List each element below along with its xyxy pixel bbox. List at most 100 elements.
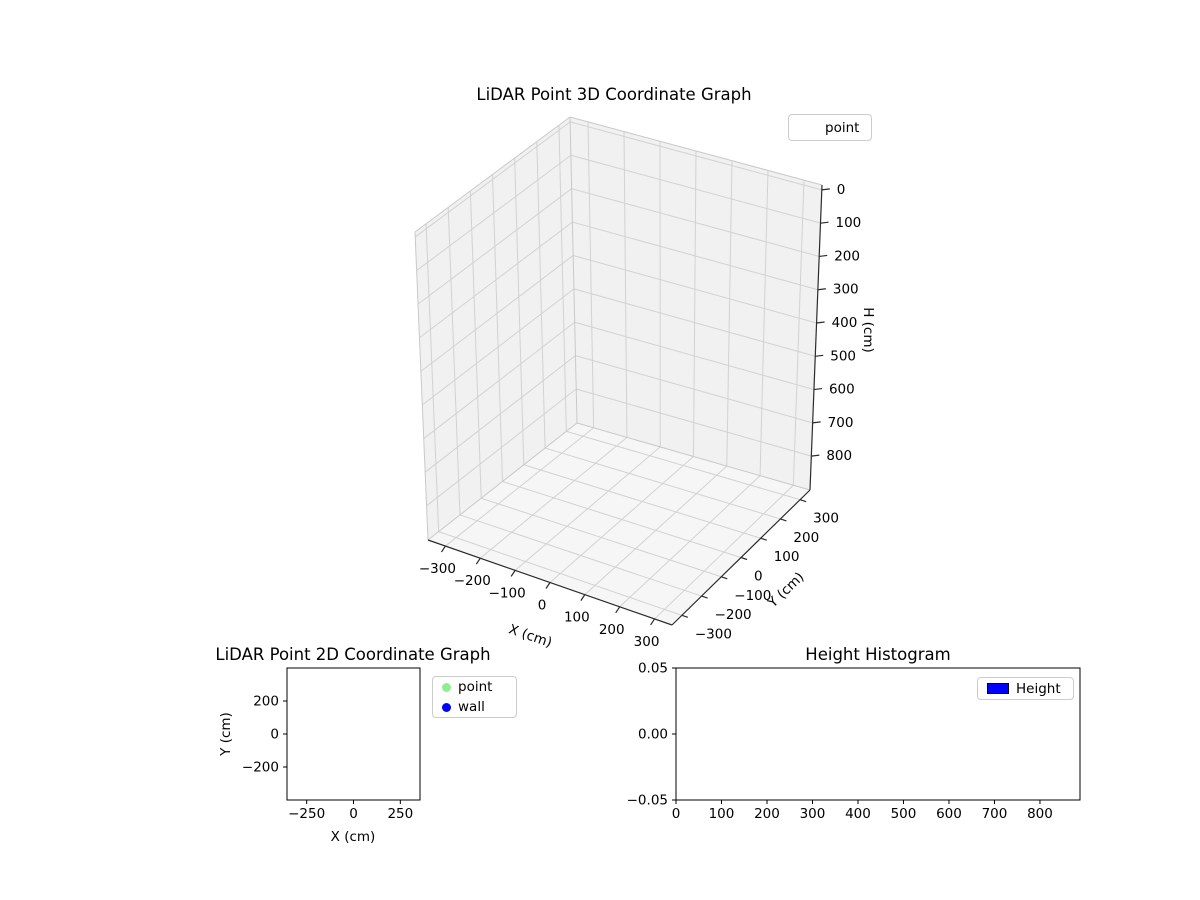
grid-line-z	[573, 288, 816, 357]
y-tick-label: 0.05	[638, 661, 668, 677]
plot3d-legend: point	[788, 114, 872, 141]
z-tick-mark	[817, 288, 826, 291]
x-tick-label: −250	[288, 806, 325, 822]
height-bar-marker-icon	[987, 683, 1009, 694]
x-tick-label: 0	[538, 598, 547, 614]
pane-edge	[569, 116, 823, 186]
y-tick-label: −200	[242, 760, 279, 776]
y-tick-label: −100	[734, 588, 771, 604]
grid-line-z	[417, 188, 572, 305]
x-tick-label: 300	[634, 634, 660, 650]
pane-edge	[414, 231, 429, 541]
grid-line-z	[573, 254, 817, 324]
z-tick-label: 200	[834, 248, 860, 264]
y-tick-mark	[681, 614, 689, 618]
grid-line-x	[587, 121, 595, 428]
histogram-title: Height Histogram	[805, 645, 950, 664]
y-tick-mark	[780, 518, 787, 522]
y-tick-mark	[701, 595, 708, 599]
plot2d-legend: point wall	[432, 676, 517, 718]
x-tick-mark	[510, 570, 516, 577]
z-tick-label: 300	[833, 282, 859, 298]
y-tick-label: 0.00	[638, 727, 668, 743]
x-tick-label: 400	[845, 806, 871, 822]
legend-label: point	[458, 679, 493, 695]
z-tick-label: 500	[830, 348, 856, 364]
x-tick-mark	[615, 606, 621, 614]
z-tick-label: 0	[837, 182, 846, 198]
y-tick-label: 300	[813, 511, 839, 527]
pane-edge	[427, 422, 578, 541]
legend-entry-point: point	[789, 118, 871, 138]
pane-edge	[569, 116, 578, 424]
x-tick-label: −300	[419, 561, 456, 577]
plot3d-grid	[414, 121, 822, 620]
plot3d-ticks: −300−200−10001002003003002001000−100−200…	[419, 182, 861, 650]
grid-line-x	[792, 180, 805, 486]
z-tick-mark	[812, 421, 821, 424]
legend-label: point	[825, 119, 860, 136]
grid-line-y	[558, 125, 567, 432]
plot3d-zlabel: H (cm)	[860, 307, 876, 353]
y-tick-label: 200	[253, 694, 279, 710]
grid-line-y	[459, 514, 702, 597]
z-tick-mark	[813, 387, 823, 391]
x-tick-label: 500	[891, 806, 917, 822]
grid-line-z	[416, 154, 572, 271]
x-tick-mark	[545, 582, 551, 589]
grid-line-z	[574, 321, 815, 391]
grid-line-x	[759, 170, 769, 476]
x-tick-label: 700	[982, 806, 1008, 822]
grid-line-z	[423, 321, 576, 439]
grid-line-z	[424, 355, 576, 473]
grid-line-z	[572, 221, 819, 291]
grid-line-z	[421, 288, 575, 406]
plot3d-axes: −300−200−10001002003003002001000−100−200…	[414, 85, 876, 651]
grid-line-y	[438, 531, 683, 616]
y-tick-mark	[760, 537, 767, 541]
pane-edge	[576, 422, 811, 491]
point-marker-icon	[442, 682, 451, 692]
grid-line-x	[726, 160, 733, 467]
plot2d-frame	[286, 667, 421, 801]
x-tick-label: −100	[489, 585, 526, 601]
legend-label: wall	[458, 699, 485, 715]
legend-entry-height: Height	[978, 679, 1073, 699]
grid-line-z	[570, 154, 821, 224]
legend-entry-point: point	[433, 677, 516, 697]
grid-line-y	[492, 174, 503, 482]
y-tick-label: −0.05	[627, 793, 668, 809]
pane-right-wall	[570, 117, 822, 490]
grid-line-z	[419, 221, 573, 339]
grid-line-z	[576, 388, 812, 457]
z-tick-mark	[819, 254, 828, 258]
legend-entry-wall: wall	[433, 697, 516, 717]
plot2d-axes: −250 0 250 200 0 −200 LiDAR Point 2D Coordina…	[215, 645, 490, 845]
x-tick-label: 200	[754, 806, 780, 822]
x-tick-label: 0	[672, 806, 681, 822]
grid-line-z	[420, 255, 574, 372]
histogram-axes: 0 100 200 300 400 500 600 700 800 0.05 0.00 −0.05 H…	[627, 645, 1081, 822]
x-tick-label: 800	[1027, 806, 1053, 822]
x-tick-label: 300	[800, 806, 826, 822]
x-tick-mark	[650, 618, 656, 626]
z-tick-label: 400	[832, 315, 858, 331]
wall-marker-icon	[442, 702, 451, 712]
grid-line-x	[693, 150, 697, 457]
x-tick-label: 250	[387, 806, 413, 822]
grid-line-y	[502, 481, 742, 558]
x-tick-label: 0	[349, 806, 358, 822]
z-tick-label: 700	[828, 415, 854, 431]
grid-line-x	[623, 131, 628, 438]
z-tick-label: 800	[826, 448, 852, 464]
x-tick-label: 100	[564, 610, 590, 626]
axis-spine	[809, 184, 823, 491]
grid-line-y	[469, 190, 482, 499]
pane-edge	[414, 116, 571, 233]
y-tick-mark	[740, 556, 748, 561]
y-tick-label: 0	[270, 727, 279, 743]
grid-line-z	[414, 121, 571, 238]
grid-line-y	[447, 207, 461, 515]
